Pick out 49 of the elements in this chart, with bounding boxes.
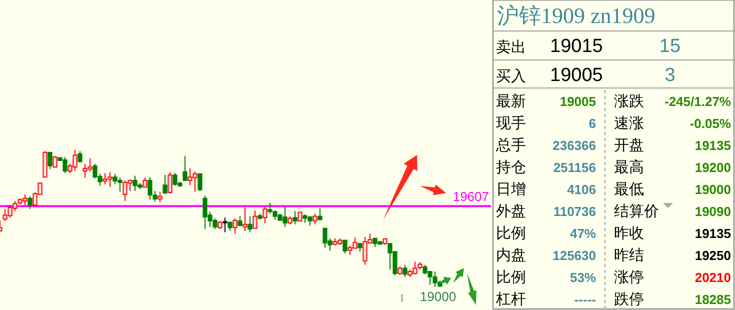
text: 125630 [552,248,596,263]
text: 19135 [694,138,731,153]
text: 19015 [550,36,603,57]
text: 251156 [553,160,596,175]
text: 4106 [567,182,596,197]
text: -245/1.27% [664,94,732,109]
text: 比例 [496,225,526,242]
text: 速涨 [614,115,644,132]
text: 日增 [496,181,526,198]
text: 开盘 [614,137,644,154]
text: 20210 [694,270,731,285]
text: 19135 [694,226,731,241]
text: 持仓 [496,159,526,176]
text: 沪锌1909 zn1909 [497,3,656,28]
text: 结算价 [614,203,659,220]
text: 53% [570,270,596,285]
text: 最低 [614,181,644,198]
annotation: 19000 [420,288,456,304]
text: 236366 [552,138,596,153]
text: 买入 [496,68,526,85]
text: 19090 [694,204,731,219]
text: 涨跌 [614,93,644,110]
text: 19000 [694,182,731,197]
text: 6 [588,116,596,131]
text: 110736 [553,204,596,219]
text: 杠杆 [495,291,526,308]
text: 19200 [694,160,731,175]
text: 19250 [694,248,731,263]
text: 最新 [496,93,526,110]
text: 19607 [452,189,489,204]
text: 3 [664,65,676,86]
text: 19005 [550,65,603,86]
text: 比例 [496,269,526,286]
text: 现手 [496,115,526,132]
text: -0.05% [690,116,732,131]
text: 最高 [614,159,644,176]
text: 内盘 [496,247,526,264]
text: 跌停 [614,291,644,308]
text: 19005 [560,94,596,109]
text: 外盘 [496,203,526,220]
text: 18285 [694,292,731,307]
text: 昨收 [614,225,644,242]
text: 昨结 [614,247,644,264]
text: 15 [659,36,681,57]
text: ----- [574,292,596,307]
text: 总手 [495,137,526,154]
text: 涨停 [614,269,644,286]
text: 卖出 [496,39,526,56]
text: 47% [570,226,596,241]
